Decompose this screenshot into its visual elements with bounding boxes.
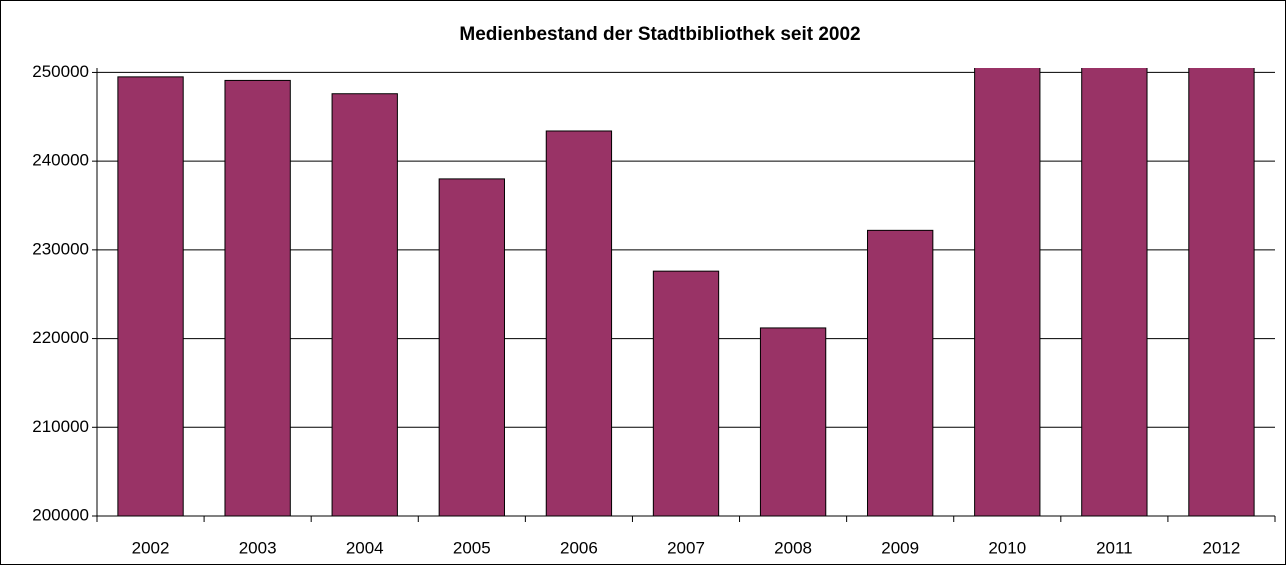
x-tick-label: 2007 [667,538,705,557]
bar [867,229,934,516]
y-tick-label: 230000 [32,239,89,258]
x-tick-label: 2005 [453,538,491,557]
chart-title: Medienbestand der Stadtbibliothek seit 2… [459,24,860,45]
x-tick-label: 2010 [988,538,1026,557]
x-tick-label: 2004 [346,538,384,557]
x-tick-label: 2008 [774,538,812,557]
bar [1081,68,1148,516]
bar [331,93,398,516]
bar [545,130,613,516]
bar [974,68,1041,516]
x-tick-label: 2003 [239,538,277,557]
x-tick-label: 2006 [560,538,598,557]
bar [759,327,827,516]
x-tick-label: 2012 [1203,538,1241,557]
x-tick-label: 2002 [132,538,170,557]
x-tick-label: 2011 [1096,538,1133,557]
y-tick-label: 240000 [32,151,89,170]
y-tick-label: 220000 [32,328,89,347]
bar [1188,68,1255,516]
x-tick-label: 2009 [881,538,919,557]
y-tick-label: 210000 [32,417,89,436]
bar [224,79,291,516]
y-tick-label: 250000 [32,62,89,81]
bar [652,270,720,516]
y-tick-label: 200000 [32,505,89,524]
bar [438,178,505,516]
bar [117,76,184,516]
